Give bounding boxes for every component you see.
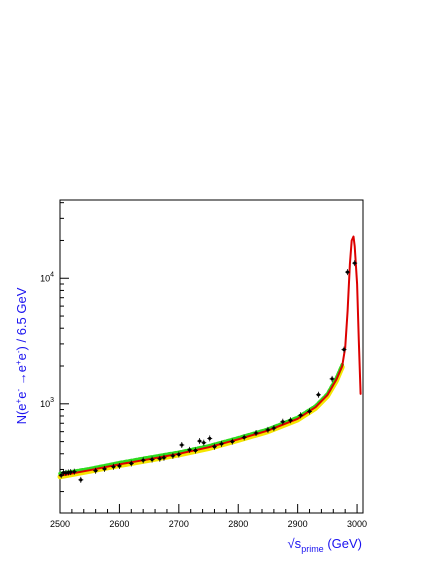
data-point bbox=[330, 377, 334, 381]
data-point bbox=[79, 478, 83, 482]
data-point bbox=[171, 454, 175, 458]
data-point bbox=[281, 420, 285, 424]
x-tick-label: 2500 bbox=[50, 519, 70, 529]
data-point bbox=[307, 409, 312, 414]
x-tick-label: 2600 bbox=[109, 519, 129, 529]
data-point bbox=[353, 261, 357, 265]
data-point bbox=[117, 464, 122, 468]
data-point bbox=[254, 431, 258, 435]
data-point bbox=[230, 440, 234, 444]
x-tick-label: 2800 bbox=[228, 519, 248, 529]
data-point bbox=[198, 439, 202, 443]
series-yellow-line bbox=[57, 364, 345, 480]
data-point bbox=[72, 470, 76, 474]
data-point bbox=[316, 393, 321, 397]
data-point bbox=[129, 461, 133, 466]
y-tick-label: 104 bbox=[40, 271, 54, 283]
y-axis-title: N(e+e- →e+e-) / 6.5 GeV bbox=[14, 287, 29, 424]
data-point bbox=[242, 435, 246, 440]
data-point bbox=[220, 442, 224, 446]
data-point bbox=[177, 452, 181, 457]
x-tick-label: 3000 bbox=[347, 519, 367, 529]
data-points bbox=[58, 260, 358, 483]
y-axis-title-group: N(e+e- →e+e-) / 6.5 GeV bbox=[14, 287, 29, 424]
y-tick-label: 103 bbox=[40, 397, 54, 409]
data-point bbox=[212, 445, 217, 449]
axis-ticks: 2500 2600 2700 2800 2900 3000 103 104 bbox=[40, 202, 367, 529]
data-point bbox=[299, 413, 303, 417]
data-point bbox=[59, 473, 63, 477]
data-point bbox=[141, 458, 145, 462]
data-point bbox=[111, 465, 116, 469]
data-point bbox=[69, 470, 73, 474]
data-point bbox=[180, 443, 184, 447]
x-tick-label: 2900 bbox=[288, 519, 308, 529]
data-point bbox=[266, 428, 270, 432]
data-point bbox=[162, 456, 166, 460]
data-point bbox=[158, 457, 162, 461]
data-point bbox=[150, 457, 154, 462]
data-point bbox=[187, 448, 192, 452]
x-tick-label: 2700 bbox=[169, 519, 189, 529]
data-point bbox=[345, 270, 350, 274]
data-point bbox=[208, 436, 212, 441]
data-point bbox=[202, 441, 206, 445]
plot-frame bbox=[59, 199, 364, 514]
x-axis-title: √sprime (GeV) bbox=[288, 536, 362, 554]
data-point bbox=[272, 426, 276, 430]
data-point bbox=[193, 448, 198, 453]
data-point bbox=[288, 418, 293, 422]
data-point bbox=[94, 469, 98, 473]
data-point bbox=[342, 348, 346, 352]
data-point bbox=[102, 467, 107, 471]
band-lines bbox=[57, 235, 362, 480]
